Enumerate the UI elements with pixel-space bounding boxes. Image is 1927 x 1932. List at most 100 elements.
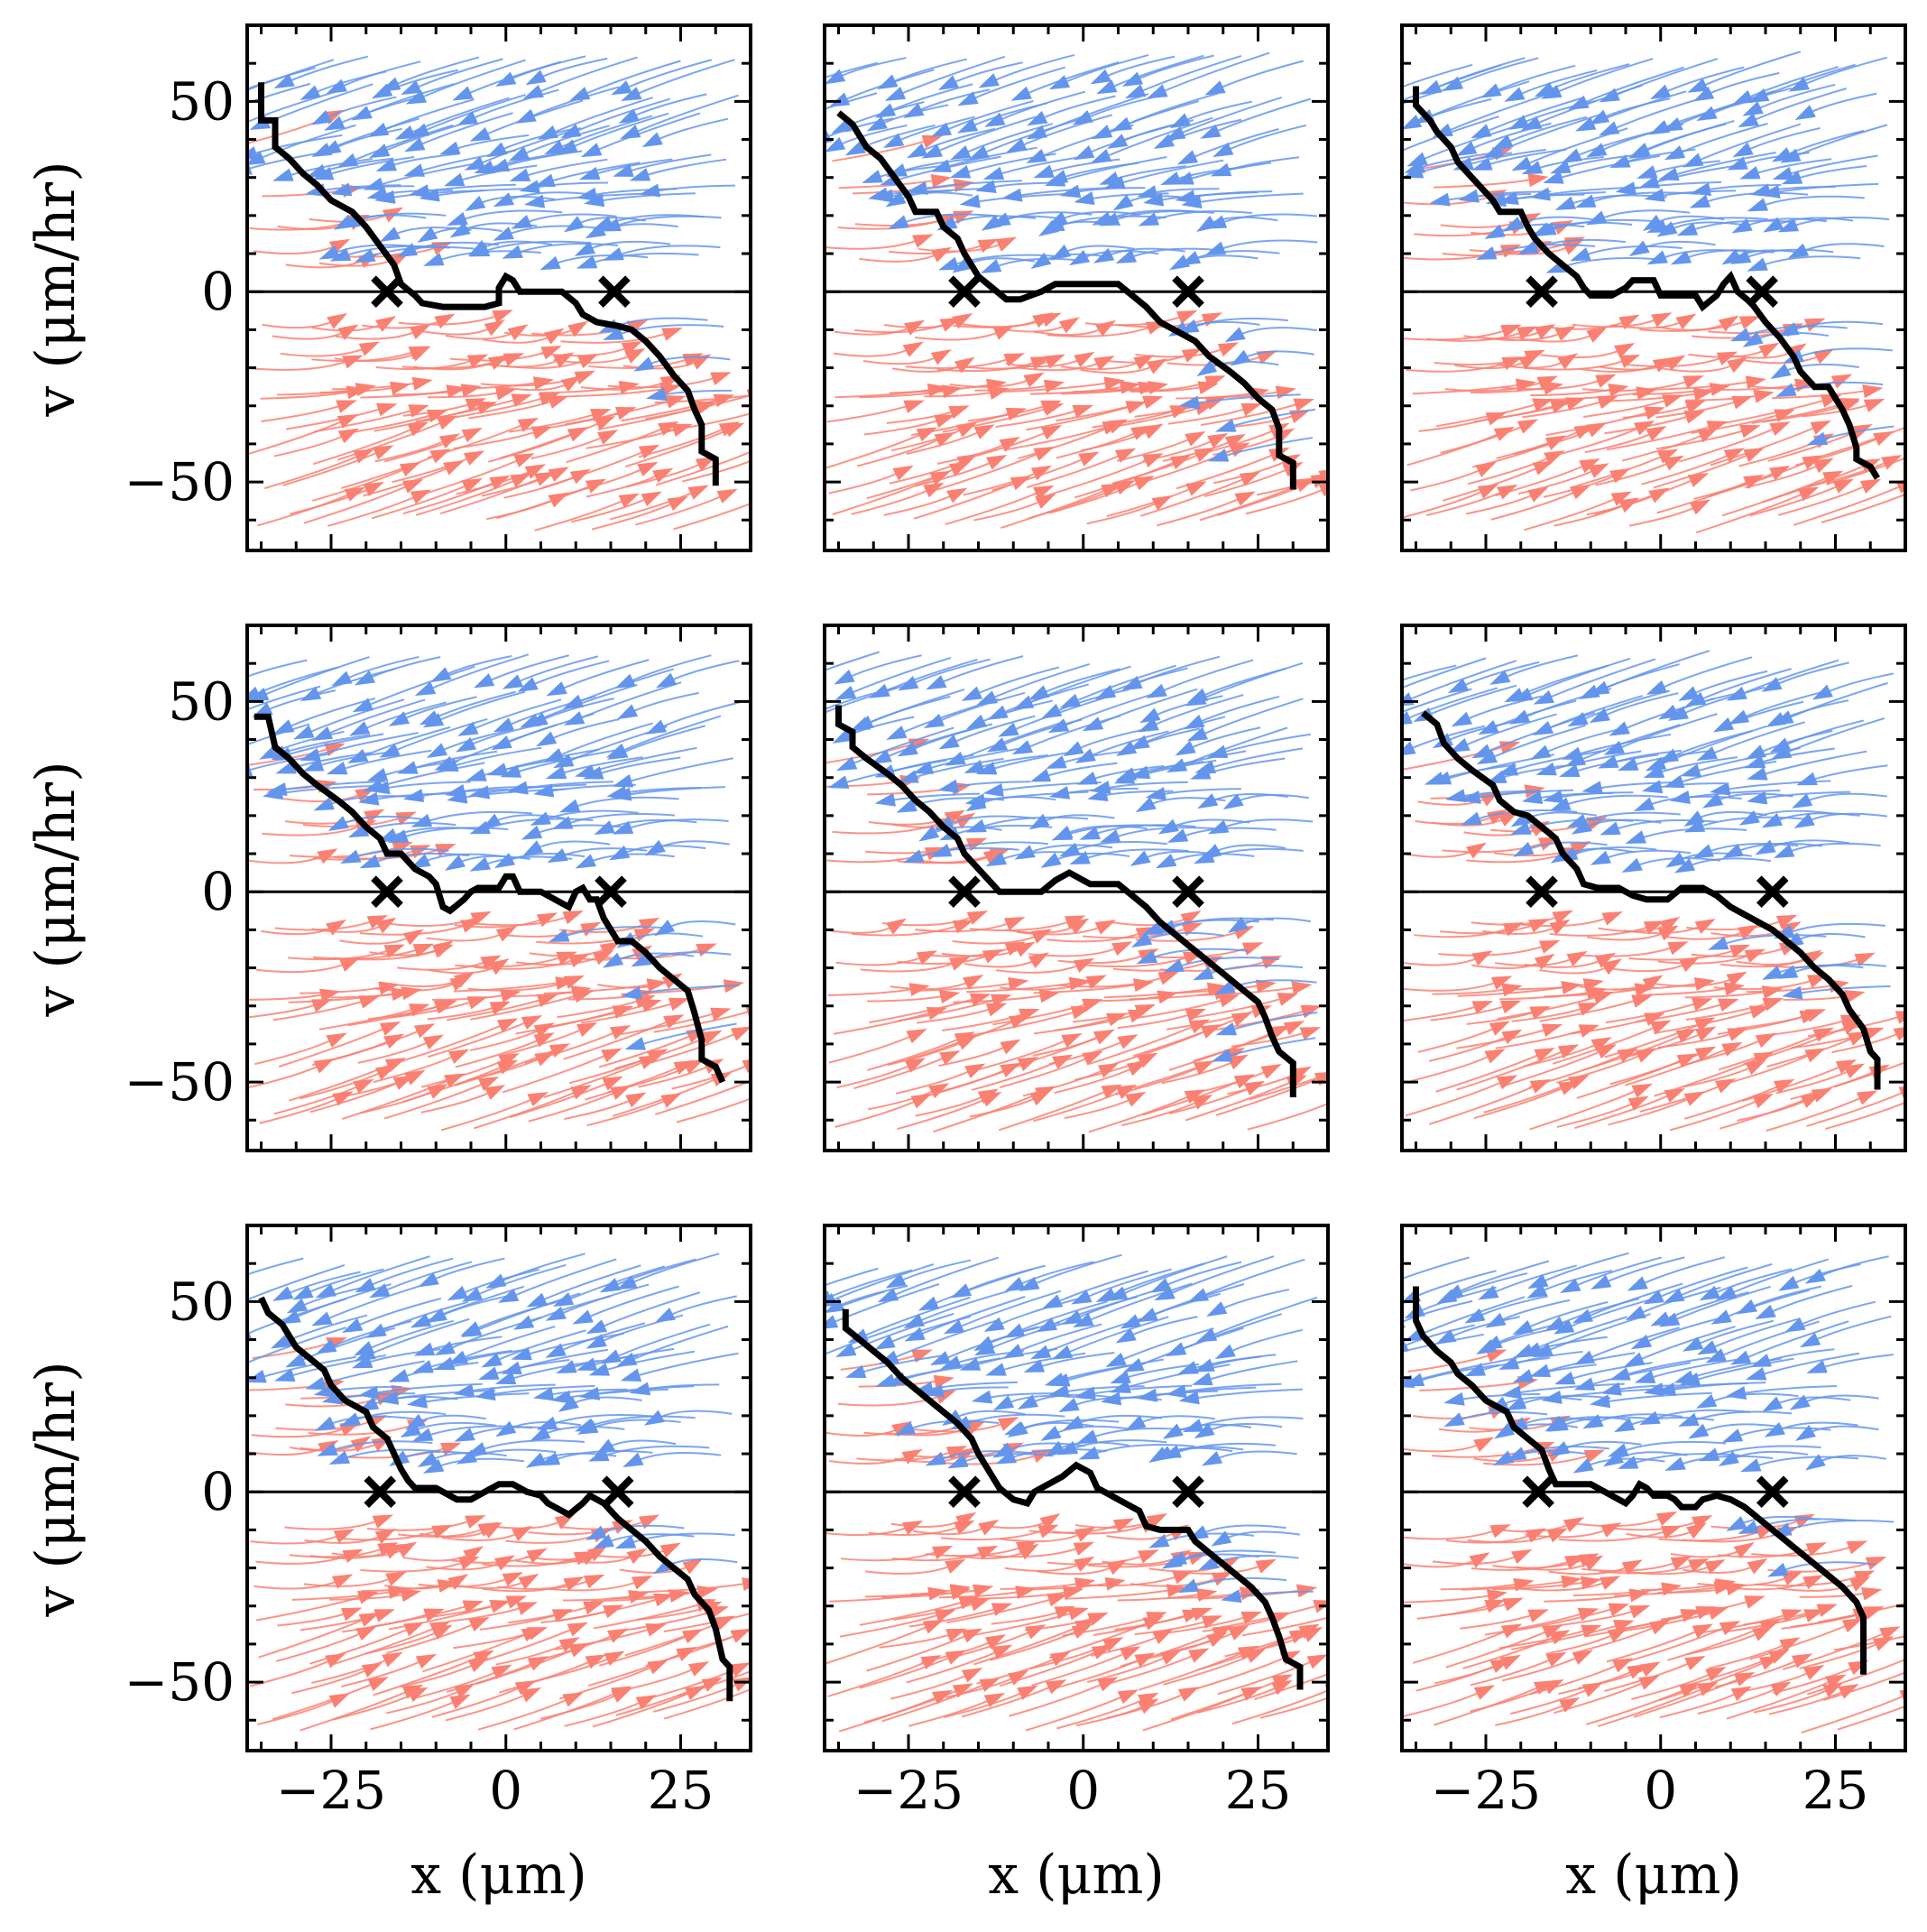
x-tick-label: −25 [276,1760,386,1821]
flow-arrow [947,1454,969,1469]
flow-arrow [1655,1511,1678,1527]
flow-arrow [516,1602,538,1615]
flow-arrow [326,79,347,94]
separatrix-line [254,713,726,1084]
flow-arrow [556,1360,577,1374]
streamline [1726,1678,1836,1720]
flow-arrow [1588,463,1609,478]
flow-arrow [1197,793,1219,809]
flow-arrow [567,320,589,337]
streamline [1068,1439,1167,1451]
flow-arrow [971,1390,993,1404]
flow-arrow [1715,1285,1738,1300]
streamline [585,1415,696,1428]
streamline [1729,1450,1809,1462]
flow-arrow [1044,173,1066,187]
streamline [1191,393,1301,405]
flow-arrow [995,1450,1017,1465]
streamline [1238,917,1311,928]
streamline [1106,667,1188,696]
streamline [962,317,1043,328]
streamline [1402,1256,1470,1280]
flow-arrow [1589,707,1610,724]
flow-arrow [247,1369,267,1383]
streamline [351,1410,447,1423]
streamline [1402,979,1501,992]
flow-arrow [1549,1440,1571,1456]
streamline [558,1664,658,1700]
flow-arrow [1071,1623,1093,1639]
flow-arrow [525,1452,548,1468]
streamline [512,749,616,774]
flow-arrow [1006,137,1028,153]
flow-arrow [1541,1023,1563,1038]
streamline [1683,1083,1784,1120]
streamline [961,1413,1065,1427]
streamline [1825,1101,1905,1130]
flow-arrow [456,111,478,126]
flow-arrow [613,163,634,177]
flow-arrow [1212,142,1234,158]
streamline [1833,1635,1905,1651]
flow-arrow [1541,84,1563,99]
flow-arrow [1406,152,1428,167]
flow-arrow [798,709,819,724]
flow-arrow [574,763,596,778]
streamline [859,1296,971,1339]
flow-arrow [1058,1398,1080,1412]
flow-arrow [906,1028,927,1044]
flow-arrow [966,911,989,925]
streamline [370,1698,460,1731]
flow-arrow [533,1032,555,1048]
flow-arrow [493,192,515,208]
flow-arrow [602,952,624,968]
streamline [1495,1702,1570,1726]
flow-arrow [1093,356,1115,371]
streamline [1571,1256,1662,1289]
flow-arrow [1603,740,1626,755]
flow-arrow [548,929,570,942]
flow-arrow [1049,1373,1071,1387]
streamline [1015,1261,1094,1288]
flow-arrow [367,1677,389,1692]
flow-arrow [1742,101,1764,116]
flow-arrow [1241,942,1264,956]
flow-arrow [1625,1305,1646,1321]
streamline [399,1022,507,1063]
flow-arrow [1211,1530,1232,1547]
streamline [1628,948,1739,961]
flow-arrow [1694,919,1716,934]
x-tick-label: 25 [1803,1760,1869,1821]
streamline [1578,811,1681,824]
flow-arrow [1718,998,1739,1012]
flow-arrow [1501,1029,1523,1045]
flow-arrow [1192,1372,1213,1386]
flow-arrow [539,255,561,271]
flow-arrow [798,1351,819,1365]
streamline [1402,63,1473,88]
flow-arrow [1489,670,1511,685]
streamline [885,187,990,199]
streamline [558,1519,650,1530]
streamline [1062,1614,1156,1637]
flow-arrow [1899,1689,1905,1704]
flow-arrow [1532,460,1554,476]
flow-arrow [1074,145,1095,161]
streamline [1693,1319,1775,1347]
flow-arrow [1215,1021,1238,1036]
streamline [555,115,653,151]
streamline [1157,659,1254,694]
streamline [1088,1023,1199,1065]
axes-frame [823,1224,1330,1752]
flow-arrow [668,997,690,1012]
streamline [1667,1382,1766,1391]
flow-arrow [536,1416,558,1430]
flow-arrow [1597,395,1618,410]
streamline [1641,452,1734,485]
flow-arrow [465,398,487,412]
streamline [1075,1703,1148,1727]
streamline [1609,1050,1705,1086]
flow-arrow [742,1577,751,1591]
flow-arrow [1048,785,1071,800]
streamline [883,492,957,516]
